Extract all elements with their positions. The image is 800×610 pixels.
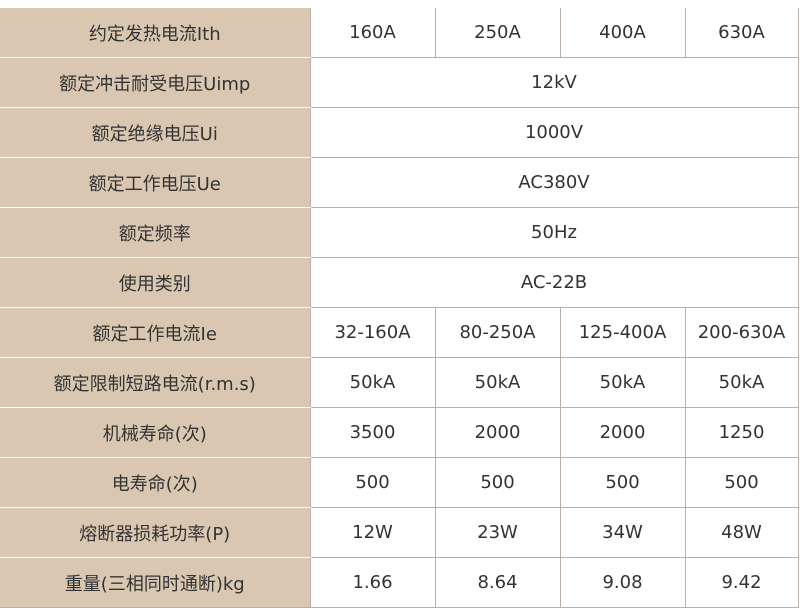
table-row: 额定限制短路电流(r.m.s) 50kA 50kA 50kA 50kA xyxy=(0,357,799,408)
cell-value: 2000 xyxy=(559,407,686,458)
row-label: 额定冲击耐受电压Uimp xyxy=(0,57,311,108)
cell-value: 9.42 xyxy=(684,557,799,608)
table-row: 额定频率 50Hz xyxy=(0,207,799,258)
row-label: 约定发热电流Ith xyxy=(0,8,311,58)
table-row: 额定冲击耐受电压Uimp 12kV xyxy=(0,57,799,108)
row-label: 额定绝缘电压Ui xyxy=(0,107,311,158)
cell-value: 8.64 xyxy=(434,557,561,608)
table-row: 使用类别 AC-22B xyxy=(0,257,799,308)
cell-value: 500 xyxy=(684,457,799,508)
row-label: 使用类别 xyxy=(0,257,311,308)
spec-table-wrap: 约定发热电流Ith 160A 250A 400A 630A 额定冲击耐受电压Uimp 12k… xyxy=(0,8,799,608)
table-row: 约定发热电流Ith 160A 250A 400A 630A xyxy=(0,8,799,58)
cell-value: 200-630A xyxy=(684,307,799,358)
cell-value: 2000 xyxy=(434,407,561,458)
cell-value: 1250 xyxy=(684,407,799,458)
spec-table: 约定发热电流Ith 160A 250A 400A 630A 额定冲击耐受电压Uimp 12k… xyxy=(0,8,799,608)
table-row: 额定绝缘电压Ui 1000V xyxy=(0,107,799,158)
cell-value: 50kA xyxy=(309,357,436,408)
cell-value: 50kA xyxy=(684,357,799,408)
table-row: 额定工作电压Ue AC380V xyxy=(0,157,799,208)
cell-value: 630A xyxy=(684,8,799,58)
table-row: 电寿命(次) 500 500 500 500 xyxy=(0,457,799,508)
cell-value: 9.08 xyxy=(559,557,686,608)
cell-value: 1000V xyxy=(309,107,799,158)
row-label: 机械寿命(次) xyxy=(0,407,311,458)
cell-value: 1.66 xyxy=(309,557,436,608)
cell-value: 23W xyxy=(434,507,561,558)
cell-value: 400A xyxy=(559,8,686,58)
cell-value: 50Hz xyxy=(309,207,799,258)
table-row: 机械寿命(次) 3500 2000 2000 1250 xyxy=(0,407,799,458)
row-label: 额定频率 xyxy=(0,207,311,258)
row-label: 电寿命(次) xyxy=(0,457,311,508)
cell-value: 12W xyxy=(309,507,436,558)
cell-value: 50kA xyxy=(434,357,561,408)
cell-value: 80-250A xyxy=(434,307,561,358)
cell-value: 34W xyxy=(559,507,686,558)
cell-value: AC380V xyxy=(309,157,799,208)
cell-value: 12kV xyxy=(309,57,799,108)
cell-value: 500 xyxy=(309,457,436,508)
cell-value: 50kA xyxy=(559,357,686,408)
cell-value: 32-160A xyxy=(309,307,436,358)
cell-value: 48W xyxy=(684,507,799,558)
cell-value: 500 xyxy=(434,457,561,508)
table-row: 熔断器损耗功率(P) 12W 23W 34W 48W xyxy=(0,507,799,558)
table-row: 额定工作电流Ie 32-160A 80-250A 125-400A 200-630A xyxy=(0,307,799,358)
table-row: 重量(三相同时通断)kg 1.66 8.64 9.08 9.42 xyxy=(0,557,799,608)
table-body: 约定发热电流Ith 160A 250A 400A 630A 额定冲击耐受电压Uimp 12k… xyxy=(0,8,799,608)
cell-value: 3500 xyxy=(309,407,436,458)
cell-value: 160A xyxy=(309,8,436,58)
cell-value: 500 xyxy=(559,457,686,508)
cell-value: AC-22B xyxy=(309,257,799,308)
row-label: 额定工作电流Ie xyxy=(0,307,311,358)
cell-value: 125-400A xyxy=(559,307,686,358)
cell-value: 250A xyxy=(434,8,561,58)
row-label: 额定工作电压Ue xyxy=(0,157,311,208)
row-label: 额定限制短路电流(r.m.s) xyxy=(0,357,311,408)
row-label: 重量(三相同时通断)kg xyxy=(0,557,311,608)
row-label: 熔断器损耗功率(P) xyxy=(0,507,311,558)
